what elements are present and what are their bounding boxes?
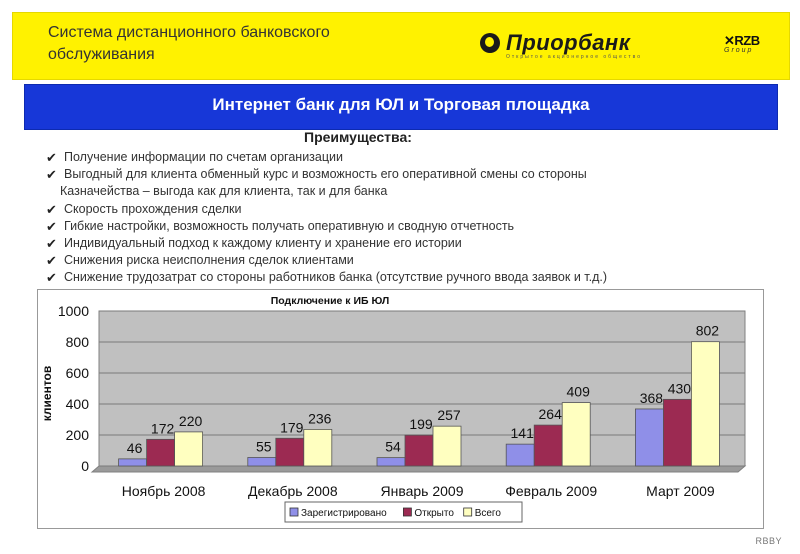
legend-swatch [289,507,299,517]
advantage-text: Казначейства – выгода как для клиента, т… [60,184,388,199]
y-tick-label: 400 [66,396,90,412]
page-title: Система дистанционного банковского обслу… [48,22,428,66]
checkmark-icon: ✔ [46,167,57,183]
data-label: 199 [409,416,433,432]
bar [247,457,277,467]
bar [404,434,434,467]
priorbank-emblem-icon [480,33,500,53]
data-label: 54 [385,439,401,455]
advantage-item: ✔ Скорость прохождения сделки [46,201,766,218]
bar [275,437,305,467]
advantage-text: Индивидуальный подход к каждому клиенту … [64,236,462,251]
legend-label: Всего [475,508,502,519]
advantage-item: ✔ Снижения риска неисполнения сделок клие… [46,252,766,269]
advantage-item: ✔ Индивидуальный подход к каждому клиенту… [46,235,766,252]
rzb-logo-mark: ✕RZB [724,33,760,48]
bar [561,402,591,467]
advantage-text: Снижения риска неисполнения сделок клиен… [64,253,354,268]
priorbank-logo-subtitle: Открытое акционерное общество [506,54,643,60]
checkmark-icon: ✔ [46,236,57,252]
advantage-text: Снижение трудозатрат со стороны работник… [64,270,608,285]
x-tick-label: Март 2009 [646,483,715,499]
bar [432,425,462,467]
legend-label: Зарегистрировано [301,508,387,519]
checkmark-icon: ✔ [46,201,57,217]
checkmark-icon: ✔ [46,253,57,269]
legend-swatch [402,507,412,517]
advantage-text: Скорость прохождения сделки [64,201,242,216]
page-title-line-1: Система дистанционного банковского [48,24,330,41]
checkmark-icon: ✔ [46,150,57,165]
rzb-logo-text: RZB [734,33,760,48]
chart-frame: Подключение к ИБ ЮЛ 0 200 400 600 800 1000 клие… [37,289,764,529]
header-band [12,12,790,80]
data-label: 172 [151,420,175,436]
rzb-logo-group: Group [724,47,754,54]
bar [376,457,406,467]
data-label: 257 [437,407,461,423]
data-label: 236 [308,410,332,426]
data-label: 55 [256,438,272,454]
data-label: 179 [280,419,304,435]
priorbank-logo: Приорбанк Открытое акционерное общество [480,30,680,66]
legend-swatch [463,507,473,517]
y-tick-label: 1000 [58,303,89,319]
advantage-item: ✔ Гибкие настройки, возможность получать … [46,218,766,235]
y-tick-label: 0 [81,458,89,474]
chart-title: Подключение к ИБ ЮЛ [271,295,390,307]
section-title: Интернет банк для ЮЛ и Торговая площадка [212,95,590,114]
plot-floor [90,465,747,473]
y-tick-label: 200 [66,427,90,443]
bar [303,429,333,467]
x-tick-label: Январь 2009 [380,483,463,499]
data-label: 264 [539,406,563,422]
bar [533,424,563,467]
advantages-heading: Преимущества: [304,129,412,145]
bar [174,431,204,467]
y-tick-label: 600 [66,365,90,381]
x-tick-label: Ноябрь 2008 [122,483,206,499]
bar [118,458,147,467]
bar [663,398,692,467]
section-title-bar: Интернет банк для ЮЛ и Торговая площадка [24,84,778,130]
data-label: 46 [127,440,143,456]
footer-mark: RBBY [755,536,782,546]
data-label: 141 [511,425,535,441]
checkmark-icon: ✔ [46,270,57,286]
page-title-line-2: обслуживания [48,46,155,63]
data-label: 220 [179,413,203,429]
bar [146,438,175,467]
advantage-text: Получение информации по счетам организац… [64,150,343,164]
advantage-item: ✔ Снижение трудозатрат со стороны работни… [46,269,766,286]
bar [635,408,664,467]
y-axis-label: клиентов [40,366,54,422]
x-tick-label: Декабрь 2008 [248,483,338,499]
advantage-item: ✔ Получение информации по счетам организа… [46,149,766,166]
x-tick-label: Февраль 2009 [505,483,597,499]
advantage-item-continuation: Казначейства – выгода как для клиента, т… [46,183,766,200]
data-label: 430 [668,380,692,396]
bar [505,443,535,467]
data-label: 802 [696,323,720,339]
checkmark-icon: ✔ [46,218,57,234]
advantages-list: ✔ Получение информации по счетам организа… [46,149,766,287]
connections-bar-chart: Подключение к ИБ ЮЛ 0 200 400 600 800 1000 клие… [40,295,747,523]
advantage-text: Выгодный для клиента обменный курс и воз… [64,167,587,182]
legend-label: Открыто [414,508,454,519]
advantage-item: ✔ Выгодный для клиента обменный курс и во… [46,166,766,183]
data-label: 409 [567,384,591,400]
data-label: 368 [640,390,664,406]
advantage-text: Гибкие настройки, возможность получать о… [64,218,515,233]
priorbank-logo-text: Приорбанк [506,30,631,55]
rzb-group-logo: ✕RZB Group [724,33,780,63]
bar [691,341,720,467]
y-tick-label: 800 [66,334,90,350]
